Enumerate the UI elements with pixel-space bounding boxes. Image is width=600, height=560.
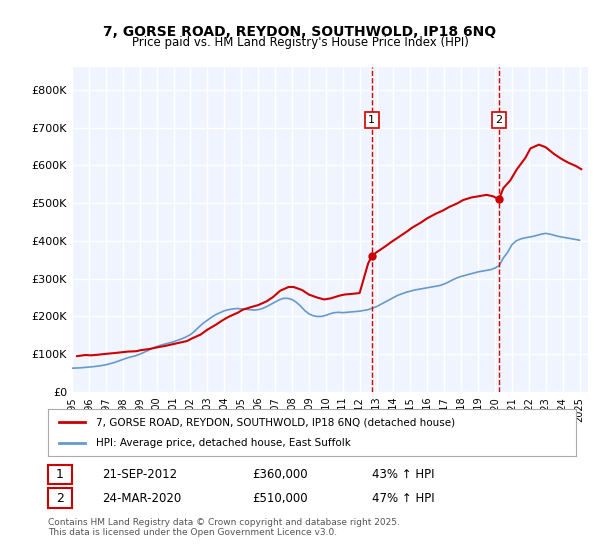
- Text: 24-MAR-2020: 24-MAR-2020: [102, 492, 181, 505]
- Text: HPI: Average price, detached house, East Suffolk: HPI: Average price, detached house, East…: [95, 438, 350, 448]
- Text: 43% ↑ HPI: 43% ↑ HPI: [372, 468, 434, 482]
- Text: 7, GORSE ROAD, REYDON, SOUTHWOLD, IP18 6NQ (detached house): 7, GORSE ROAD, REYDON, SOUTHWOLD, IP18 6…: [95, 417, 455, 427]
- Text: 21-SEP-2012: 21-SEP-2012: [102, 468, 177, 482]
- Text: £360,000: £360,000: [252, 468, 308, 482]
- Text: 1: 1: [56, 468, 64, 481]
- Text: 2: 2: [56, 492, 64, 505]
- Text: Price paid vs. HM Land Registry's House Price Index (HPI): Price paid vs. HM Land Registry's House …: [131, 36, 469, 49]
- Text: 1: 1: [368, 115, 375, 125]
- Text: 47% ↑ HPI: 47% ↑ HPI: [372, 492, 434, 505]
- Text: £510,000: £510,000: [252, 492, 308, 505]
- Text: Contains HM Land Registry data © Crown copyright and database right 2025.
This d: Contains HM Land Registry data © Crown c…: [48, 518, 400, 538]
- Text: 2: 2: [495, 115, 502, 125]
- Text: 7, GORSE ROAD, REYDON, SOUTHWOLD, IP18 6NQ: 7, GORSE ROAD, REYDON, SOUTHWOLD, IP18 6…: [103, 25, 497, 39]
